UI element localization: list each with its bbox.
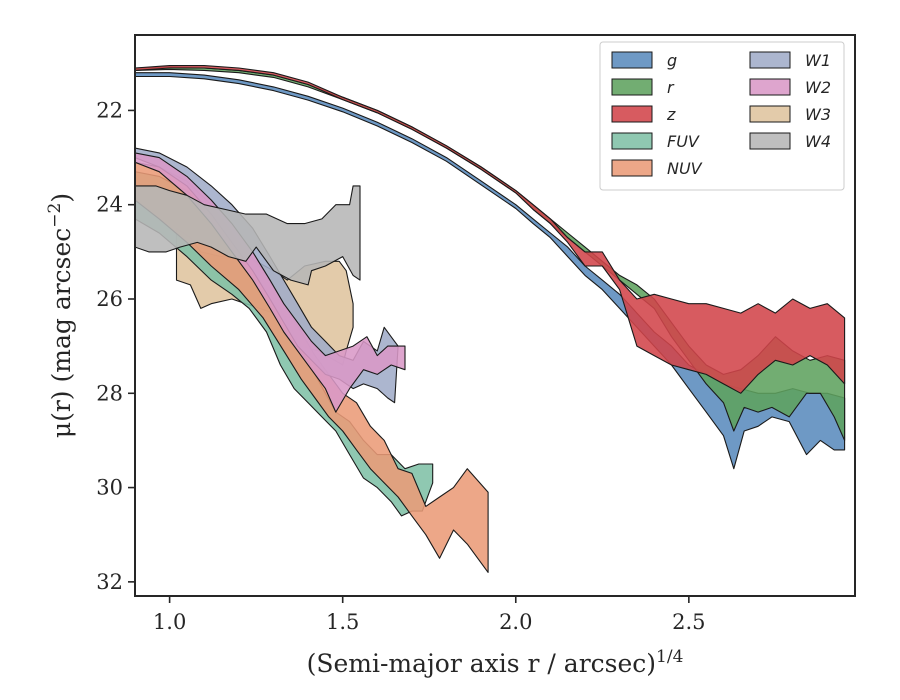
y-axis-label-sup: −2 [45, 203, 65, 228]
legend-swatch-g [611, 51, 653, 69]
legend-swatch-z [611, 105, 653, 123]
x-axis-label-main: (Semi-major axis r / arcsec) [307, 649, 656, 678]
plot-area [135, 65, 846, 573]
x-axis-label: (Semi-major axis r / arcsec)1/4 [307, 647, 684, 678]
legend-label-w2: W2 [805, 78, 831, 97]
legend-label-w1: W1 [805, 51, 831, 70]
axes-frame [134, 34, 856, 597]
legend-swatch-r [611, 78, 653, 96]
y-tick-label: 24 [96, 193, 123, 217]
legend-label-w4: W4 [805, 132, 831, 151]
legend-label-w3: W3 [805, 105, 831, 124]
y-tick-label: 22 [96, 98, 123, 122]
y-tick-label: 26 [96, 287, 123, 311]
x-tick-label: 1.0 [153, 610, 186, 634]
legend-swatch-w1 [749, 51, 791, 69]
y-tick-label: 32 [96, 570, 123, 594]
legend-swatch-nuv [611, 159, 653, 177]
legend: grz FUV NUV W1 W2 W3 W4 [599, 41, 845, 191]
band-w4 [135, 185, 361, 286]
legend-label-z: z [666, 105, 676, 124]
x-tick-label: 2.5 [672, 610, 705, 634]
legend-label-g: g [667, 51, 677, 70]
y-axis-label-tail: ) [47, 193, 76, 203]
legend-swatch-fuv [611, 132, 653, 150]
legend-swatch-w4 [749, 132, 791, 150]
legend-label-fuv: FUV [667, 132, 700, 151]
x-tick-label: 1.5 [326, 610, 359, 634]
y-axis-label-main: μ(r) (mag arcsec [47, 228, 76, 438]
legend-label-r: r [667, 78, 675, 97]
x-axis: 1.0 1.5 2.0 2.5 [153, 596, 706, 634]
y-axis: 22 24 26 28 30 32 [96, 98, 135, 594]
x-axis-label-sup: 1/4 [656, 647, 683, 667]
legend-swatch-w2 [749, 78, 791, 96]
band-w2 [135, 152, 406, 413]
y-tick-label: 28 [96, 381, 123, 405]
x-tick-label: 2.0 [499, 610, 532, 634]
legend-label-nuv: NUV [667, 159, 703, 178]
band-z [135, 65, 846, 394]
y-tick-label: 30 [96, 476, 123, 500]
legend-swatch-w3 [749, 105, 791, 123]
band-g [135, 72, 846, 470]
y-axis-label: μ(r) (mag arcsec−2) [45, 193, 76, 438]
